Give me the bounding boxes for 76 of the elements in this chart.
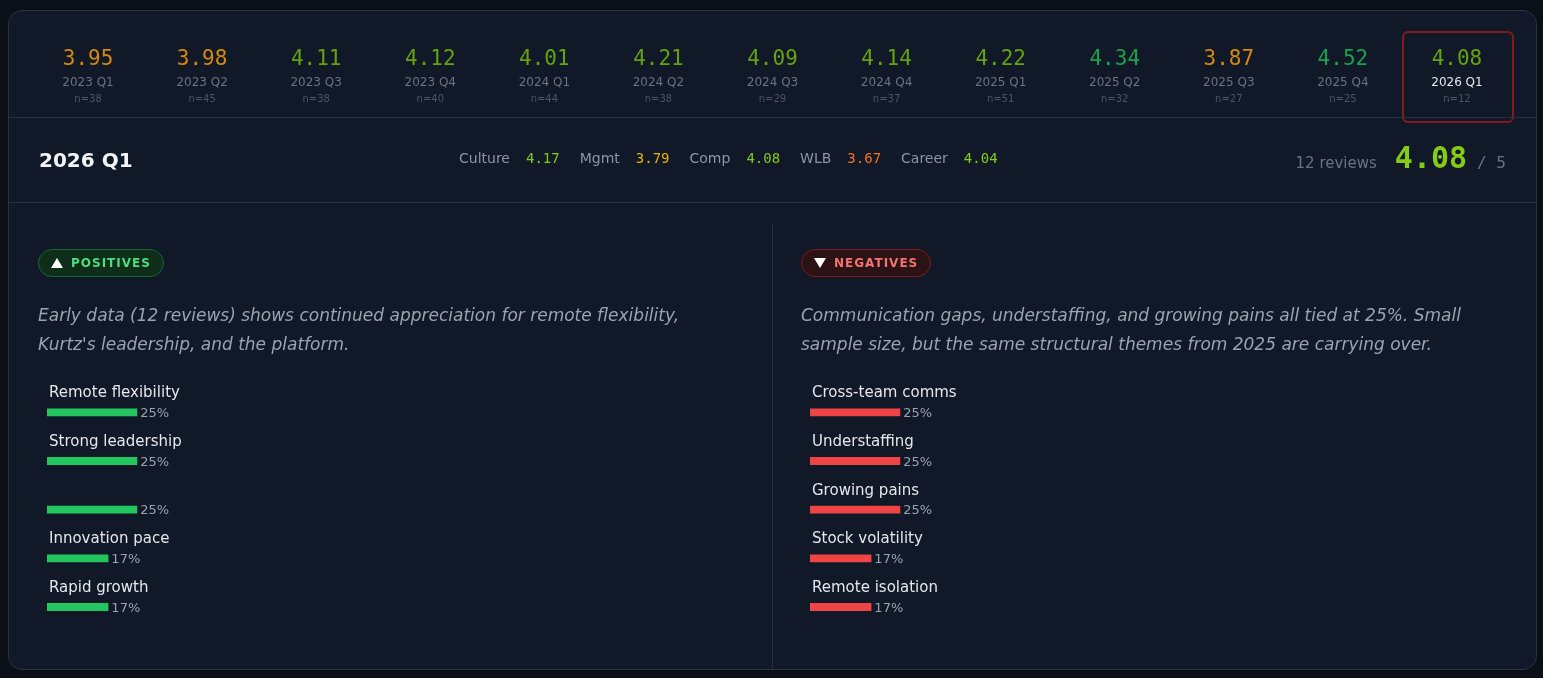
category-label: 2023 Q4 bbox=[403, 75, 457, 89]
data-label: 3.95 bbox=[62, 46, 114, 70]
data-label: 4.08 bbox=[746, 150, 781, 166]
category-label: 2026 Q1 bbox=[1430, 75, 1484, 89]
y-tick-label: Remote flexibility bbox=[49, 383, 181, 401]
text: 12 reviews bbox=[1295, 154, 1377, 172]
text: n=38 bbox=[643, 93, 674, 104]
y-tick-label: Understaffing bbox=[812, 432, 914, 450]
category-label: 2024 Q4 bbox=[859, 75, 914, 89]
y-tick-label: Innovation pace bbox=[49, 529, 170, 547]
category-label: Comp bbox=[689, 150, 731, 166]
data-label: 17% bbox=[111, 599, 141, 615]
data-label: 3.79 bbox=[635, 150, 670, 166]
category-label: 2024 Q1 bbox=[517, 75, 572, 89]
text: 4.08 bbox=[1394, 140, 1468, 175]
category-label: 2025 Q4 bbox=[1316, 75, 1370, 89]
y-tick-label: Rapid growth bbox=[49, 578, 149, 596]
data-label: 25% bbox=[140, 502, 170, 518]
data-label: 4.04 bbox=[963, 150, 998, 166]
category-label: 2023 Q3 bbox=[289, 75, 343, 89]
data-label: 4.34 bbox=[1089, 46, 1141, 70]
data-label: 25% bbox=[903, 404, 933, 420]
text: / 5 bbox=[1477, 153, 1506, 172]
data-label: 17% bbox=[874, 599, 904, 615]
category-label: 2023 Q1 bbox=[61, 75, 115, 89]
category-label: Culture bbox=[459, 150, 510, 166]
data-label: 4.09 bbox=[747, 46, 798, 70]
chart-title: NEGATIVES bbox=[834, 256, 919, 270]
y-tick-label: Cross-team comms bbox=[812, 383, 957, 401]
data-label: 4.12 bbox=[404, 46, 456, 70]
category-label: Mgmt bbox=[579, 150, 620, 166]
text: n=29 bbox=[757, 93, 788, 104]
data-label: 17% bbox=[874, 550, 904, 566]
data-label: 4.22 bbox=[975, 46, 1026, 70]
data-label: 3.67 bbox=[847, 150, 882, 166]
data-label: 25% bbox=[903, 453, 933, 469]
text: n=51 bbox=[985, 93, 1016, 104]
text: n=44 bbox=[529, 93, 560, 104]
category-label: 2024 Q3 bbox=[745, 75, 800, 89]
y-tick-label: Remote isolation bbox=[812, 578, 938, 596]
category-label: 2025 Q2 bbox=[1088, 75, 1142, 89]
data-label: 4.17 bbox=[525, 150, 560, 166]
category-label: 2025 Q1 bbox=[973, 75, 1028, 89]
data-label: 4.01 bbox=[519, 46, 570, 70]
category-label: 2024 Q2 bbox=[631, 75, 686, 89]
data-label: 25% bbox=[903, 502, 933, 518]
y-tick-label: Growing pains bbox=[812, 481, 920, 499]
text: n=27 bbox=[1214, 93, 1244, 104]
text: n=32 bbox=[1100, 93, 1130, 104]
text: n=37 bbox=[871, 93, 902, 104]
text: n=40 bbox=[415, 93, 445, 104]
category-label: 2025 Q3 bbox=[1202, 75, 1256, 89]
data-label: 25% bbox=[140, 404, 170, 420]
chart-title: POSITIVES bbox=[71, 256, 151, 270]
category-label: WLB bbox=[800, 150, 832, 166]
text: n=45 bbox=[187, 93, 217, 104]
y-tick-label: Strong leadership bbox=[49, 432, 182, 450]
data-label: 25% bbox=[140, 453, 170, 469]
data-label: 4.11 bbox=[290, 46, 342, 70]
text: n=25 bbox=[1328, 93, 1358, 104]
data-label: 3.87 bbox=[1203, 46, 1255, 70]
text: Communication gaps, understaffing, and growing pains all tied at 25%. Small sample size, but the same structural themes from 2025 are carrying over. bbox=[801, 304, 1462, 356]
data-label: 3.98 bbox=[176, 46, 228, 70]
text: n=38 bbox=[73, 93, 103, 104]
text: 2026 Q1 bbox=[39, 148, 133, 172]
data-label: 4.52 bbox=[1317, 46, 1369, 70]
y-tick-label: Stock volatility bbox=[812, 529, 923, 547]
data-label: 4.14 bbox=[861, 46, 912, 70]
category-label: 2023 Q2 bbox=[175, 75, 229, 89]
data-label: 4.08 bbox=[1431, 46, 1483, 70]
data-label: 4.21 bbox=[633, 46, 684, 70]
data-label: 17% bbox=[111, 550, 141, 566]
text: Early data (12 reviews) shows continued appreciation for remote flexibility, Kurtz's leadership, and the platform. bbox=[38, 304, 681, 356]
text: n=38 bbox=[301, 93, 331, 104]
text: n=12 bbox=[1442, 93, 1472, 104]
category-label: Career bbox=[901, 150, 948, 166]
